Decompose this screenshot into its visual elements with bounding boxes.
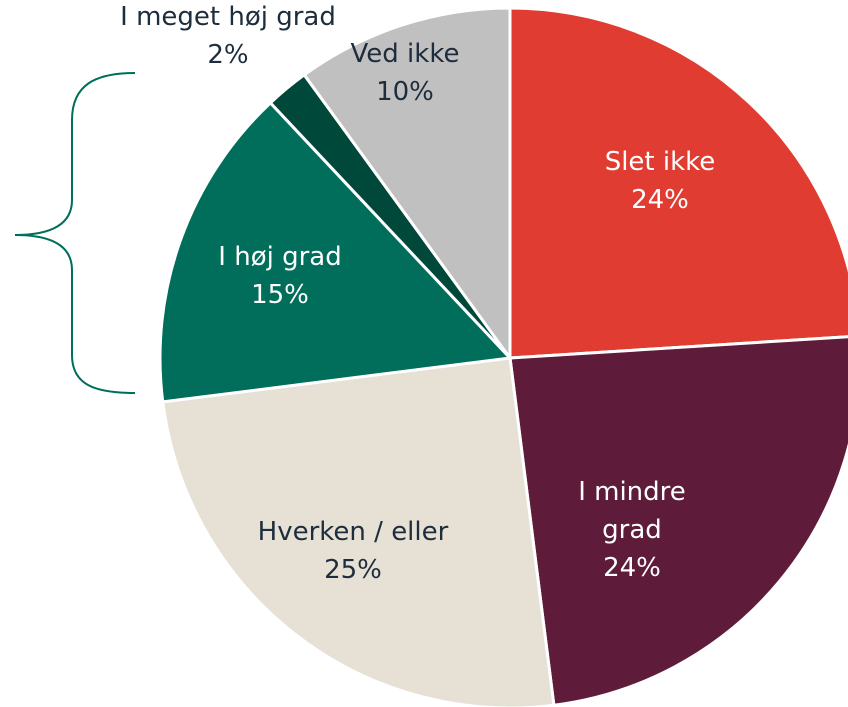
slice-label-line: grad (602, 515, 662, 545)
slice-label: I mindre grad (578, 477, 686, 545)
slice-label-line: Ved ikke (351, 39, 460, 69)
slice-label-line: Hverken / eller (258, 517, 449, 547)
pie-slice (508, 6, 848, 360)
slice-label: I meget høj grad (120, 2, 336, 32)
slice-label-line: I meget høj grad (120, 2, 336, 32)
slice-label-line: I mindre (578, 477, 686, 507)
pie-slice (158, 100, 514, 404)
slice-value-label: 24% (631, 185, 689, 215)
slice-label: I høj grad (218, 242, 341, 272)
slice-value-label: 10% (376, 77, 434, 107)
pie-slice (302, 6, 512, 363)
slice-label-line: I høj grad (218, 242, 341, 272)
slice-label-line: Slet ikke (605, 147, 716, 177)
slice-value-label: 24% (603, 553, 661, 583)
slice-label: Slet ikke (605, 147, 716, 177)
slice-value-label: 15% (251, 280, 309, 310)
bracket (14, 72, 136, 394)
slice-label: Ved ikke (351, 39, 460, 69)
slice-value-label: 2% (207, 40, 248, 70)
slice-label: Hverken / eller (258, 517, 449, 547)
slice-value-label: 25% (324, 555, 382, 585)
pie-slice (508, 335, 848, 707)
